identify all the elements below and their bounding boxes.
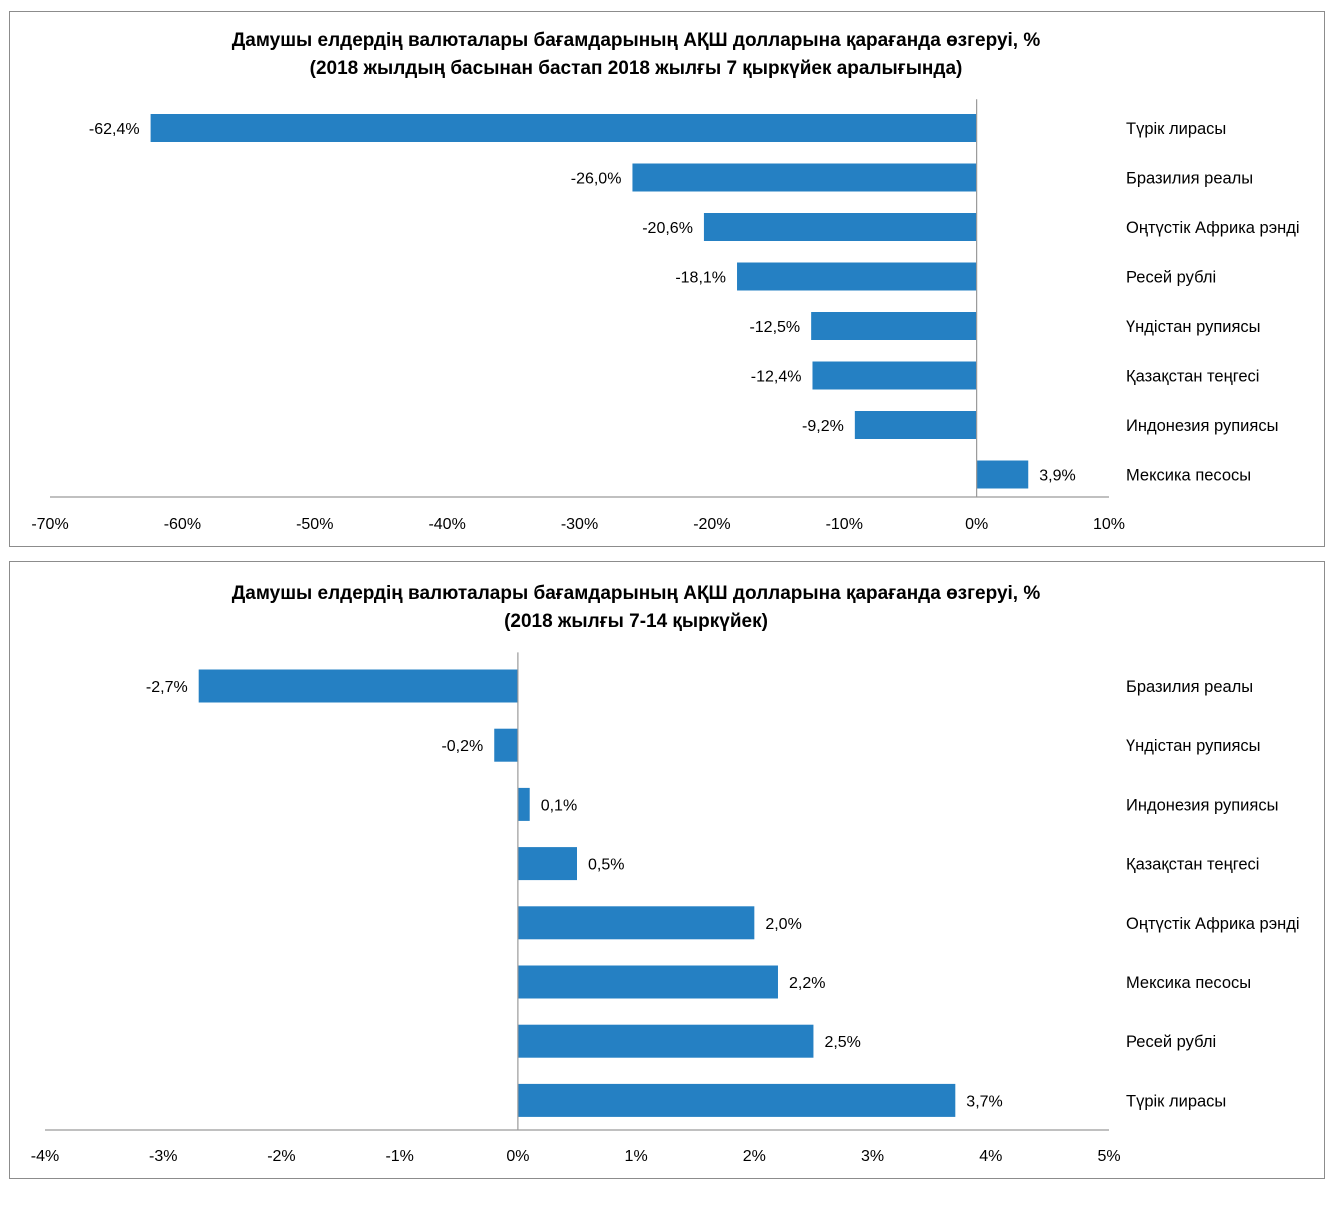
chart-title: Дамушы елдердің валюталары бағамдарының … — [232, 583, 1041, 604]
category-label: Қазақстан теңгесі — [1126, 368, 1259, 386]
bar — [811, 312, 977, 340]
category-label: Ресей рублі — [1126, 269, 1216, 287]
category-label: Индонезия рупиясы — [1126, 417, 1278, 435]
bar — [812, 361, 977, 390]
x-tick-label: -2% — [267, 1148, 295, 1165]
chart-panel-ytd: Дамушы елдердің валюталары бағамдарының … — [9, 11, 1325, 547]
category-label: Оңтүстік Африка рэнді — [1126, 915, 1300, 933]
x-tick-label: 10% — [1093, 516, 1125, 533]
data-label: -2,7% — [146, 679, 188, 696]
x-tick-label: -1% — [385, 1148, 413, 1165]
bar — [150, 114, 977, 142]
bar — [517, 847, 577, 881]
chart-subtitle: (2018 жылғы 7-14 қыркүйек) — [504, 611, 768, 632]
data-label: -20,6% — [642, 220, 693, 237]
category-label: Бразилия реалы — [1126, 678, 1253, 696]
bar — [703, 213, 977, 241]
bar — [494, 728, 518, 762]
bar — [198, 669, 518, 703]
x-tick-label: 1% — [625, 1148, 648, 1165]
category-label: Қазақстан теңгесі — [1126, 856, 1259, 874]
category-label: Үндістан рупиясы — [1126, 737, 1261, 755]
data-label: -9,2% — [802, 418, 844, 435]
data-label: -12,5% — [749, 319, 800, 336]
data-label: -0,2% — [441, 738, 483, 755]
x-tick-label: -70% — [31, 516, 68, 533]
x-tick-label: -40% — [428, 516, 465, 533]
x-tick-label: 3% — [861, 1148, 884, 1165]
data-label: -18,1% — [675, 270, 726, 287]
data-label: 0,5% — [588, 857, 624, 874]
data-label: 3,9% — [1039, 468, 1075, 485]
bar — [517, 965, 778, 999]
category-label: Мексика песосы — [1126, 467, 1251, 485]
x-tick-label: -60% — [164, 516, 201, 533]
category-label: Мексика песосы — [1126, 974, 1251, 992]
chart-panel-week: Дамушы елдердің валюталары бағамдарының … — [9, 561, 1325, 1179]
chart-week: Дамушы елдердің валюталары бағамдарының … — [31, 583, 1300, 1165]
category-label: Ресей рублі — [1126, 1033, 1216, 1051]
chart-ytd: Дамушы елдердің валюталары бағамдарының … — [31, 30, 1300, 533]
category-label: Түрік лирасы — [1126, 120, 1226, 138]
x-tick-label: 5% — [1097, 1148, 1120, 1165]
x-tick-label: -50% — [296, 516, 333, 533]
data-label: 0,1% — [541, 797, 577, 814]
data-label: -12,4% — [751, 369, 802, 386]
x-tick-label: 0% — [506, 1148, 529, 1165]
x-tick-label: -3% — [149, 1148, 177, 1165]
category-label: Индонезия рупиясы — [1126, 796, 1278, 814]
chart-subtitle: (2018 жылдың басынан бастап 2018 жылғы 7… — [310, 58, 963, 79]
category-label: Түрік лирасы — [1126, 1092, 1226, 1110]
bar — [517, 906, 755, 940]
x-tick-label: -20% — [693, 516, 730, 533]
x-tick-label: -10% — [826, 516, 863, 533]
category-label: Бразилия реалы — [1126, 170, 1253, 188]
data-label: 3,7% — [966, 1093, 1002, 1110]
data-label: 2,2% — [789, 975, 825, 992]
chart-title: Дамушы елдердің валюталары бағамдарының … — [232, 30, 1041, 51]
x-tick-label: -4% — [31, 1148, 59, 1165]
data-label: 2,0% — [765, 916, 801, 933]
data-label: -26,0% — [571, 171, 622, 188]
bar — [854, 411, 977, 439]
bar — [517, 1083, 956, 1117]
x-tick-label: 0% — [965, 516, 988, 533]
category-label: Оңтүстік Африка рэнді — [1126, 219, 1300, 237]
x-tick-label: -30% — [561, 516, 598, 533]
x-tick-label: 2% — [743, 1148, 766, 1165]
data-label: 2,5% — [824, 1034, 860, 1051]
bar — [737, 262, 977, 291]
x-tick-label: 4% — [979, 1148, 1002, 1165]
bar — [632, 163, 977, 192]
bar — [976, 460, 1029, 489]
bar — [517, 1024, 814, 1058]
category-label: Үндістан рупиясы — [1126, 318, 1261, 336]
data-label: -62,4% — [89, 121, 140, 138]
bar — [517, 787, 530, 821]
